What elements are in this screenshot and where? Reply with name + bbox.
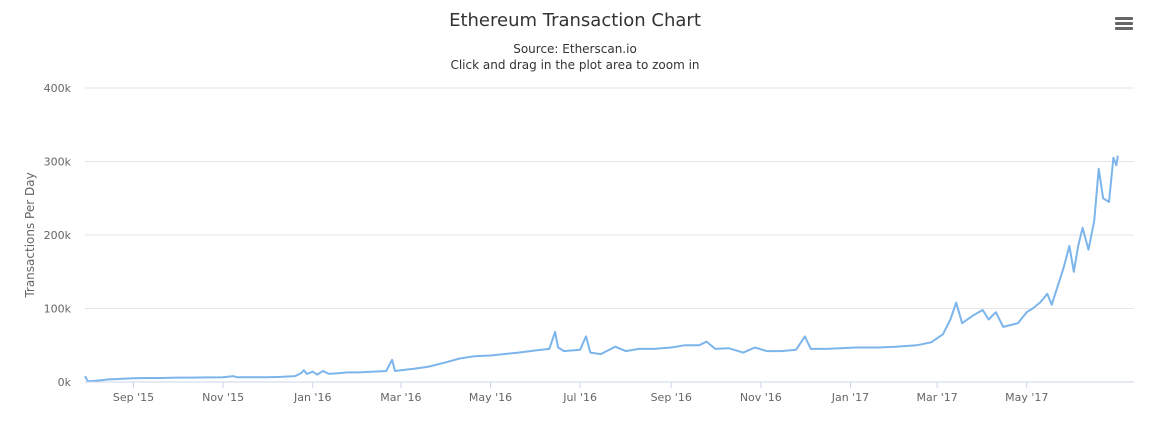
x-tick-label: Jan '17 — [831, 391, 869, 404]
x-tick-label: May '16 — [469, 391, 512, 404]
chart-title: Ethereum Transaction Chart — [449, 10, 701, 31]
x-tick-label: Sep '16 — [651, 391, 692, 404]
y-axis-ticks: 0k 100k 200k 300k 400k — [44, 82, 72, 389]
y-axis-label: Transactions Per Day — [23, 172, 37, 298]
x-tick-label: Nov '15 — [202, 391, 244, 404]
x-tick-label: Mar '17 — [916, 391, 957, 404]
grid-lines — [85, 87, 1134, 309]
hamburger-menu-icon[interactable] — [1113, 14, 1135, 34]
chart-zoom-hint: Click and drag in the plot area to zoom … — [450, 58, 699, 72]
x-tick-label: Jan '16 — [293, 391, 331, 404]
x-tick-label: Nov '16 — [740, 391, 782, 404]
series-line[interactable] — [84, 155, 1119, 383]
chart-subtitle: Source: Etherscan.io — [513, 42, 637, 56]
x-tick-label: May '17 — [1005, 391, 1048, 404]
x-tick-label: Mar '16 — [380, 391, 421, 404]
x-axis-ticks: Sep '15 Nov '15 Jan '16 Mar '16 May '16 Jul '… — [113, 382, 1048, 404]
x-tick-label: Jul '16 — [562, 391, 597, 404]
y-tick-label: 200k — [44, 229, 72, 242]
y-tick-label: 400k — [44, 82, 72, 95]
y-tick-label: 300k — [44, 156, 72, 169]
y-tick-label: 0k — [58, 376, 72, 389]
x-tick-label: Sep '15 — [113, 391, 154, 404]
y-tick-label: 100k — [44, 303, 72, 316]
